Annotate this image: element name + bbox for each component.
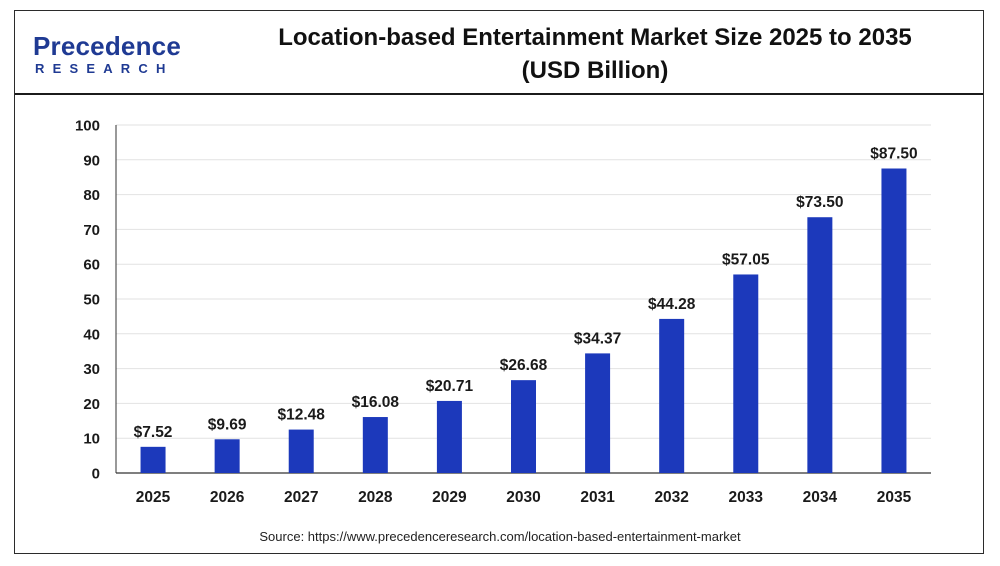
x-tick-label-2027: 2027 <box>284 489 318 506</box>
x-tick-label-2032: 2032 <box>654 489 688 506</box>
value-label-2032: $44.28 <box>648 296 696 313</box>
x-tick-label-2025: 2025 <box>136 489 171 506</box>
chart-title: Location-based Entertainment Market Size… <box>225 21 965 87</box>
bar-2032 <box>659 318 685 473</box>
chart-frame: Precedence RESEARCH Location-based Enter… <box>14 10 984 554</box>
label-layer: $7.52 2025 $9.69 2026 $12.48 2027 $16.08 2028 $2… <box>134 146 918 507</box>
value-label-2027: $12.48 <box>278 407 326 424</box>
y-tick-label: 100 <box>75 118 100 135</box>
chart-header: Precedence RESEARCH Location-based Enter… <box>15 11 983 95</box>
chart-title-line2: (USD Billion) <box>521 57 669 84</box>
value-label-2034: $73.50 <box>796 194 843 211</box>
x-tick-label-2031: 2031 <box>580 489 615 506</box>
source-note: Source: https://www.precedenceresearch.c… <box>15 529 985 544</box>
y-tick-label: 70 <box>83 222 100 239</box>
y-tick-label: 10 <box>83 431 100 448</box>
y-tick-label: 80 <box>83 187 100 204</box>
x-tick-label-2028: 2028 <box>358 489 393 506</box>
bar-2030 <box>511 380 536 473</box>
bar-layer <box>140 168 907 473</box>
y-tick-label: 60 <box>83 257 100 274</box>
y-tick-label: 90 <box>83 152 100 169</box>
value-label-2035: $87.50 <box>870 146 917 163</box>
y-tick-label: 20 <box>83 396 100 413</box>
bar-2033 <box>733 274 759 473</box>
value-label-2028: $16.08 <box>352 394 400 411</box>
bar-2025 <box>140 446 166 473</box>
bar-2031 <box>585 353 611 473</box>
x-tick-label-2034: 2034 <box>803 489 838 506</box>
value-label-2030: $26.68 <box>500 357 548 374</box>
x-tick-label-2030: 2030 <box>506 489 540 506</box>
value-label-2031: $34.37 <box>574 330 621 347</box>
source-url: https://www.precedenceresearch.com/locat… <box>307 529 741 544</box>
logo-subtitle: RESEARCH <box>35 61 174 76</box>
bar-2026 <box>214 439 240 473</box>
logo-wordmark: Precedence <box>33 31 181 61</box>
x-tick-label-2029: 2029 <box>432 489 467 506</box>
value-label-2029: $20.71 <box>426 378 474 395</box>
y-tick-label: 50 <box>83 292 100 309</box>
bar-2027 <box>288 429 314 473</box>
brand-logo: Precedence RESEARCH <box>33 31 203 83</box>
x-tick-label-2035: 2035 <box>877 489 912 506</box>
y-tick-label: 30 <box>83 361 100 378</box>
bar-2034 <box>807 217 833 473</box>
chart-title-line1: Location-based Entertainment Market Size… <box>278 24 912 51</box>
value-label-2033: $57.05 <box>722 251 770 268</box>
bar-2028 <box>362 417 388 473</box>
value-label-2025: $7.52 <box>134 424 173 441</box>
y-tick-label: 0 <box>92 466 100 483</box>
bar-2035 <box>881 168 907 473</box>
axis-layer: 0 10 20 30 40 50 60 70 80 90 100 <box>75 118 931 483</box>
source-prefix: Source: <box>259 529 308 544</box>
x-tick-label-2026: 2026 <box>210 489 245 506</box>
bar-2029 <box>436 400 462 473</box>
x-tick-label-2033: 2033 <box>729 489 764 506</box>
y-tick-label: 40 <box>83 326 100 343</box>
value-label-2026: $9.69 <box>208 416 247 433</box>
